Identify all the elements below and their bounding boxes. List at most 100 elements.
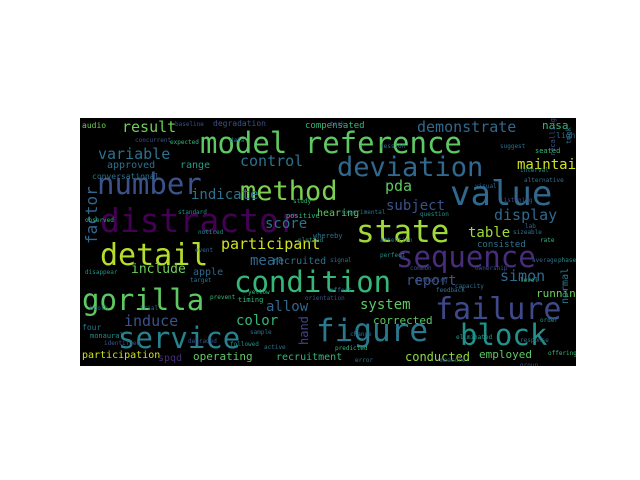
- word: seated: [535, 147, 561, 155]
- word: gorilla: [82, 283, 205, 317]
- word: maintain: [517, 157, 576, 173]
- word: response: [520, 337, 549, 344]
- word: audio: [82, 121, 107, 130]
- word: standard: [178, 209, 207, 216]
- word: corrected: [373, 314, 433, 327]
- word: observed: [85, 217, 114, 224]
- word: plotted: [298, 237, 324, 244]
- word: order: [540, 317, 559, 324]
- word: participation: [82, 350, 161, 361]
- word: session: [380, 143, 406, 150]
- word: noticed: [198, 229, 224, 236]
- word: target: [190, 277, 212, 284]
- word: perfect: [380, 252, 406, 259]
- word: visual: [475, 183, 497, 190]
- word: four: [82, 323, 102, 332]
- word: error: [355, 357, 374, 364]
- word: suggest: [500, 143, 526, 150]
- word: feedback: [436, 287, 465, 294]
- word: prevent: [210, 294, 236, 301]
- word: effect: [330, 287, 352, 294]
- word: trial: [140, 305, 159, 312]
- word: factor: [82, 186, 101, 244]
- word: sequence: [396, 240, 536, 274]
- word: number: [97, 167, 202, 201]
- word: question: [420, 211, 449, 218]
- word: study: [293, 198, 312, 205]
- word: predicted: [335, 345, 368, 352]
- word: running: [536, 287, 576, 300]
- word: degradation: [213, 119, 266, 128]
- word: table: [468, 225, 511, 241]
- word: compensated: [305, 121, 365, 131]
- word: employed: [479, 348, 532, 361]
- word: include: [131, 262, 186, 277]
- word: average: [532, 257, 558, 264]
- word: baseline: [175, 121, 204, 128]
- word: data: [230, 137, 245, 144]
- word: normal: [560, 267, 571, 304]
- word: spqd: [158, 353, 183, 364]
- word: value: [450, 174, 553, 214]
- word: degraded: [188, 338, 217, 345]
- word: experimental: [342, 209, 386, 216]
- word: nasa: [542, 119, 569, 132]
- word: display: [494, 206, 558, 224]
- word: ownership: [475, 265, 508, 272]
- word: operating: [193, 350, 253, 363]
- word: block: [460, 318, 548, 352]
- word: report: [406, 273, 457, 289]
- word: positive: [286, 212, 320, 220]
- word: consisted: [477, 240, 526, 250]
- word: mean: [250, 253, 284, 269]
- word: hand: [297, 316, 311, 345]
- word: rate: [540, 237, 555, 244]
- word: timing: [238, 296, 264, 304]
- word: allow: [266, 299, 309, 315]
- word: recruited: [272, 256, 327, 267]
- word: orientation: [305, 295, 345, 302]
- word: eliminated: [456, 334, 493, 341]
- word: deviation: [337, 152, 484, 183]
- word: disappear: [85, 269, 118, 276]
- word: demonstrate: [417, 118, 517, 136]
- word: color: [236, 313, 279, 329]
- word: event: [195, 247, 214, 254]
- word: monaural: [90, 332, 124, 340]
- word: state: [356, 214, 450, 250]
- word: capacity: [455, 283, 484, 290]
- word: level: [520, 277, 539, 284]
- word: change: [350, 331, 372, 338]
- word: apple: [193, 267, 224, 278]
- word: detail: [100, 238, 209, 273]
- word: sizeable: [513, 229, 542, 236]
- word: lab: [525, 223, 536, 230]
- word: followed: [230, 341, 259, 348]
- word: failure: [435, 292, 562, 327]
- word: whereby: [313, 232, 343, 240]
- word: simon: [500, 267, 546, 285]
- word: group: [520, 362, 539, 367]
- word: system: [360, 297, 411, 313]
- word: attention: [380, 237, 413, 244]
- word: expected: [170, 139, 199, 146]
- word: measure: [440, 357, 466, 364]
- word: condition: [234, 265, 392, 299]
- word: conversational: [92, 172, 160, 181]
- word: identified: [104, 340, 141, 347]
- word: range: [180, 160, 211, 171]
- word: booth: [90, 305, 109, 312]
- word: signal: [330, 257, 352, 264]
- word: score: [265, 216, 308, 232]
- word: alternative: [524, 177, 564, 184]
- word: approved: [107, 160, 156, 171]
- word: interval: [520, 167, 549, 174]
- word: gathering: [415, 277, 448, 284]
- word: active: [264, 344, 286, 351]
- word-cloud: model reference number method deviation …: [80, 118, 576, 366]
- word: offering: [548, 350, 576, 357]
- word: method: [240, 176, 338, 207]
- word: figure: [316, 313, 428, 349]
- word: recruitment: [276, 352, 343, 363]
